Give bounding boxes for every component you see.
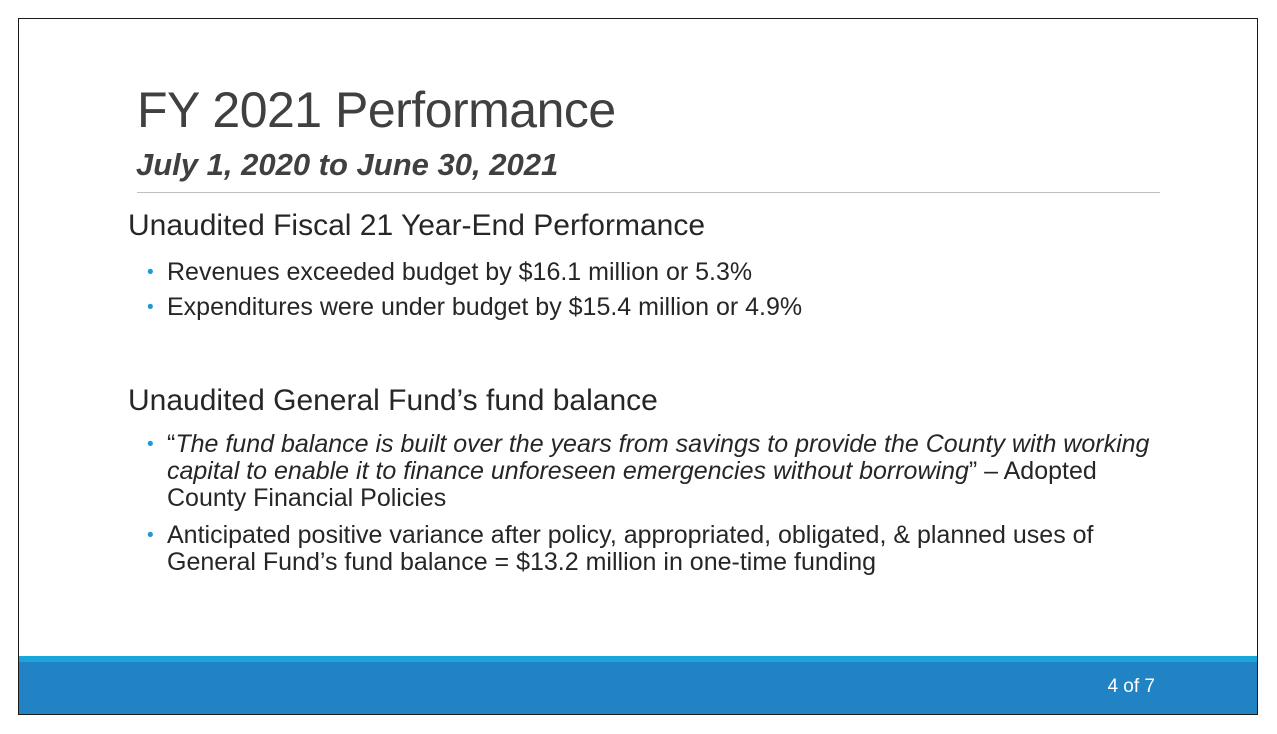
bullet-dot-icon: • xyxy=(147,525,154,546)
slide-subtitle: July 1, 2020 to June 30, 2021 xyxy=(136,147,559,182)
footer-bar: 4 of 7 xyxy=(19,656,1257,714)
list-item: • Expenditures were under budget by $15.… xyxy=(147,294,1147,321)
list-item: • Anticipated positive variance after po… xyxy=(147,522,1157,576)
quote-open-mark: “ xyxy=(167,430,176,458)
bullet-dot-icon: • xyxy=(147,262,154,283)
bullet-list-performance: • Revenues exceeded budget by $16.1 mill… xyxy=(147,259,1147,329)
list-item: • “The fund balance is built over the ye… xyxy=(147,431,1157,512)
bullet-dot-icon: • xyxy=(147,434,154,455)
slide: FY 2021 Performance July 1, 2020 to June… xyxy=(18,18,1258,715)
bullet-text: Anticipated positive variance after poli… xyxy=(167,521,1094,576)
policy-quote: The fund balance is built over the years… xyxy=(167,430,1150,485)
bullet-dot-icon: • xyxy=(147,297,154,318)
bullet-list-fund-balance: • “The fund balance is built over the ye… xyxy=(147,431,1157,584)
section-heading-fund-balance: Unaudited General Fund’s fund balance xyxy=(128,384,658,417)
bullet-text: Revenues exceeded budget by $16.1 millio… xyxy=(167,258,753,286)
slide-title: FY 2021 Performance xyxy=(137,82,616,138)
quote-attribution: ” – Adopted County Financial Policies xyxy=(167,457,1097,512)
bullet-text: Expenditures were under budget by $15.4 … xyxy=(167,293,803,321)
title-divider xyxy=(137,192,1160,193)
list-item: • Revenues exceeded budget by $16.1 mill… xyxy=(147,259,1147,286)
section-heading-performance: Unaudited Fiscal 21 Year-End Performance xyxy=(128,209,706,242)
page-number: 4 of 7 xyxy=(1107,676,1155,697)
